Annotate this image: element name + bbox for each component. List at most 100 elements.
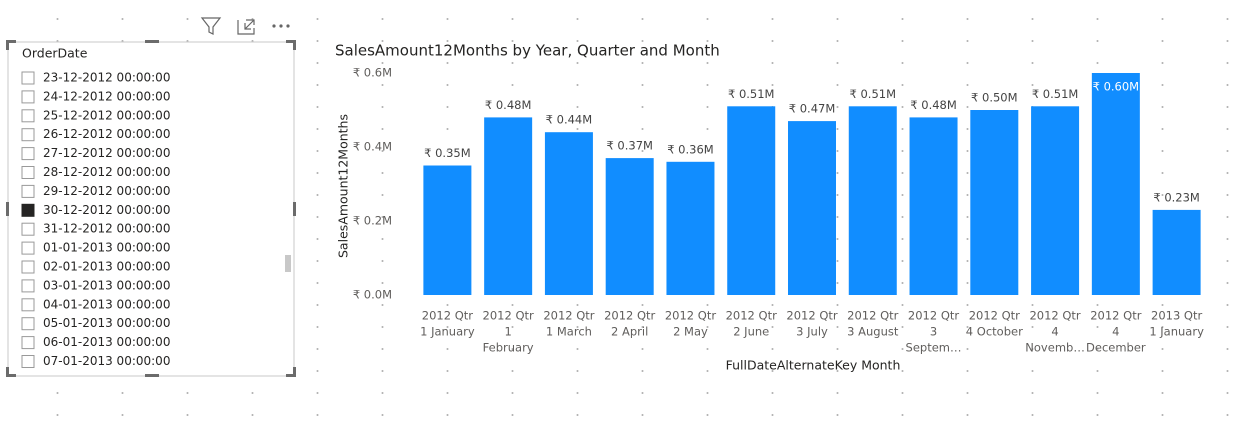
focus-mode-icon[interactable] [237, 19, 255, 35]
checkbox[interactable] [21, 147, 35, 161]
bar[interactable] [544, 132, 593, 295]
bar[interactable] [1152, 209, 1201, 295]
filter-icon[interactable] [200, 17, 222, 35]
checkbox[interactable] [21, 355, 35, 368]
x-tick-label: 2012 Qtr [665, 309, 716, 323]
checkbox[interactable] [21, 279, 35, 293]
y-tick-label: ₹ 0.2M [353, 214, 392, 228]
bar[interactable] [1031, 106, 1080, 295]
x-tick-label: 3 August [847, 325, 899, 339]
data-label: ₹ 0.37M [606, 139, 653, 153]
bar[interactable] [605, 158, 654, 295]
slicer-item[interactable]: 05-01-2013 00:00:00 [43, 316, 170, 330]
x-tick-label: 4 [1112, 325, 1119, 339]
slicer-item[interactable]: 04-01-2013 00:00:00 [43, 297, 170, 311]
checkbox[interactable] [21, 203, 35, 217]
x-tick-label: 1 March [546, 325, 592, 339]
slicer-item[interactable]: 26-12-2012 00:00:00 [43, 127, 170, 141]
x-tick-label: 2012 Qtr [847, 309, 898, 323]
slicer-item[interactable]: 03-01-2013 00:00:00 [43, 278, 170, 292]
x-tick-label: 3 July [796, 325, 828, 339]
data-label: ₹ 0.35M [424, 146, 471, 160]
x-tick-label: 2 May [673, 325, 708, 339]
x-tick-label: 2012 Qtr [786, 309, 837, 323]
checkbox[interactable] [21, 241, 35, 255]
x-tick-label: 2012 Qtr [422, 309, 473, 323]
data-label: ₹ 0.51M [1032, 87, 1079, 101]
slicer-item[interactable]: 28-12-2012 00:00:00 [43, 165, 170, 179]
data-label: ₹ 0.60M [1093, 80, 1140, 94]
x-tick-label: December [1086, 341, 1146, 355]
slicer-item[interactable]: 24-12-2012 00:00:00 [43, 89, 170, 103]
x-tick-label: Septem… [906, 341, 962, 355]
x-tick-label: 1 [504, 325, 511, 339]
checkbox[interactable] [21, 260, 35, 274]
bar[interactable] [788, 121, 836, 295]
x-tick-label: 2012 Qtr [1029, 309, 1080, 323]
slicer-item[interactable]: 27-12-2012 00:00:00 [43, 146, 170, 160]
scrollbar-thumb[interactable] [285, 255, 291, 272]
x-tick-label: 2012 Qtr [908, 309, 959, 323]
slicer-item[interactable]: 01-01-2013 00:00:00 [43, 241, 170, 255]
slicer-item[interactable]: 30-12-2012 00:00:00 [43, 203, 170, 217]
resize-handles [6, 40, 296, 377]
x-tick-label: 2 June [733, 325, 769, 339]
x-tick-label: 2012 Qtr [604, 309, 655, 323]
more-options-icon[interactable] [272, 24, 290, 28]
y-tick-label: ₹ 0.4M [353, 140, 392, 154]
data-label: ₹ 0.44M [546, 113, 593, 127]
x-tick-label: 2012 Qtr [969, 309, 1020, 323]
x-tick-label: 1 January [420, 325, 475, 339]
slicer-item[interactable]: 29-12-2012 00:00:00 [43, 184, 170, 198]
slicer-frame [7, 41, 295, 377]
x-tick-label: 2012 Qtr [726, 309, 777, 323]
checkbox[interactable] [21, 71, 35, 85]
bar[interactable] [970, 110, 1019, 295]
x-tick-label: 2012 Qtr [483, 309, 534, 323]
data-label: ₹ 0.48M [910, 98, 957, 112]
x-tick-label: 2012 Qtr [1090, 309, 1141, 323]
x-tick-label: 2013 Qtr [1151, 309, 1202, 323]
checkbox[interactable] [21, 128, 35, 142]
checkbox[interactable] [21, 184, 35, 198]
bar[interactable] [848, 106, 897, 295]
x-tick-label: 2 April [611, 325, 648, 339]
bar[interactable] [423, 165, 472, 296]
slicer-item[interactable]: 23-12-2012 00:00:00 [43, 71, 170, 85]
x-tick-label: 1 January [1149, 325, 1204, 339]
data-label: ₹ 0.50M [971, 91, 1018, 105]
bar[interactable] [484, 117, 533, 296]
checkbox[interactable] [21, 336, 35, 350]
x-tick-label: 3 [930, 325, 937, 339]
checkbox[interactable] [21, 109, 35, 123]
slicer-item[interactable]: 07-01-2013 00:00:00 [43, 354, 170, 368]
chart-title: SalesAmount12Months by Year, Quarter and… [335, 42, 720, 60]
checkbox[interactable] [21, 298, 35, 312]
bar[interactable] [727, 106, 776, 295]
x-tick-label: 4 [1051, 325, 1058, 339]
slicer-item[interactable]: 02-01-2013 00:00:00 [43, 260, 170, 274]
data-label: ₹ 0.48M [485, 98, 532, 112]
x-axis-title: FullDateAlternateKey Month [726, 358, 901, 373]
y-axis-title: SalesAmount12Months [336, 114, 351, 258]
bar[interactable] [1091, 73, 1140, 295]
checkbox[interactable] [21, 222, 35, 236]
x-tick-label: 2012 Qtr [543, 309, 594, 323]
data-label: ₹ 0.36M [667, 142, 714, 156]
slicer-item[interactable]: 06-01-2013 00:00:00 [43, 335, 170, 349]
bar[interactable] [666, 161, 715, 295]
slicer-item[interactable]: 25-12-2012 00:00:00 [43, 108, 170, 122]
data-label: ₹ 0.23M [1153, 190, 1200, 204]
checkbox[interactable] [21, 166, 35, 179]
x-tick-label: 4 October [966, 325, 1023, 339]
data-label: ₹ 0.51M [850, 87, 897, 101]
data-label: ₹ 0.51M [728, 87, 775, 101]
slicer-item[interactable]: 31-12-2012 00:00:00 [43, 222, 170, 236]
bar[interactable] [909, 117, 958, 296]
y-tick-label: ₹ 0.0M [353, 288, 392, 302]
x-tick-label: Novemb… [1025, 341, 1085, 355]
data-label: ₹ 0.47M [789, 102, 836, 116]
checkbox[interactable] [21, 90, 35, 104]
checkbox[interactable] [21, 317, 35, 331]
